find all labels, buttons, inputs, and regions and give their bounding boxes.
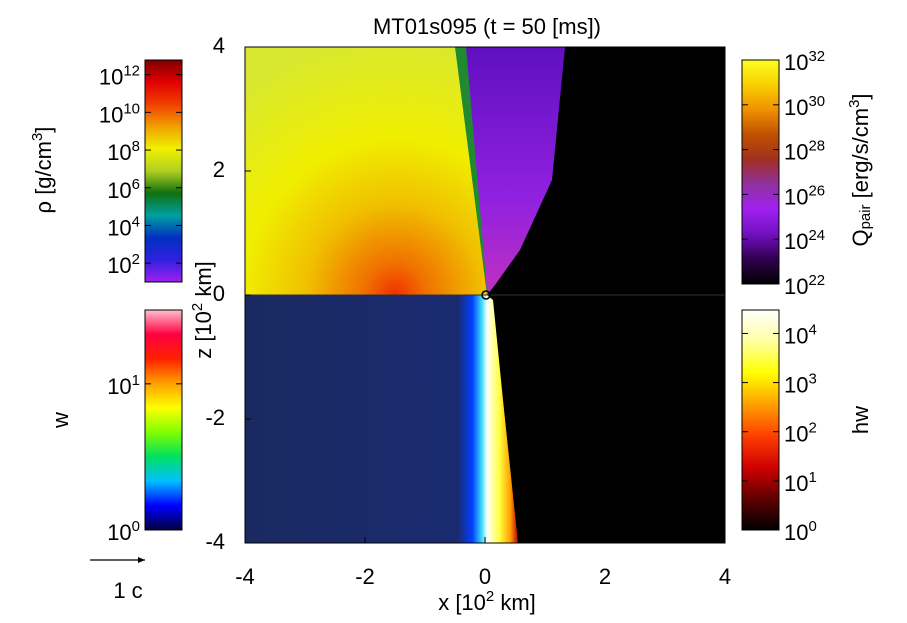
x-tick-label: 0 xyxy=(479,564,491,589)
lorentz-panel xyxy=(245,295,487,543)
heating-region xyxy=(487,47,565,295)
colorbar-tick-label: 104 xyxy=(107,214,140,241)
colorbar-tick-label: 1024 xyxy=(784,227,825,254)
y-tick-label: 2 xyxy=(213,157,225,182)
colorbar xyxy=(144,309,183,531)
y-tick-label: -4 xyxy=(205,529,225,554)
colorbar-tick-label: 1032 xyxy=(784,48,825,75)
colorbar-label: hw xyxy=(848,406,873,434)
y-tick-label: -2 xyxy=(205,405,225,430)
colorbar-label: w xyxy=(48,412,73,429)
colorbar xyxy=(144,59,183,283)
x-axis-label: x [102 km] xyxy=(438,588,536,615)
colorbar-label: Qpair [erg/s/cm3] xyxy=(846,93,874,246)
colorbar-tick-label: 1030 xyxy=(784,93,825,120)
heatmap xyxy=(244,46,726,544)
colorbar-tick-label: 101 xyxy=(107,372,140,399)
vector-arrow-head xyxy=(138,557,145,563)
colorbar-tick-label: 108 xyxy=(107,138,140,165)
x-tick-label: 4 xyxy=(719,564,731,589)
colorbar-tick-label: 1012 xyxy=(99,63,140,90)
colorbar-tick-label: 103 xyxy=(784,371,817,398)
colorbar-tick-label: 100 xyxy=(784,518,817,545)
colorbar xyxy=(741,59,780,285)
y-tick-label: 0 xyxy=(213,281,225,306)
jet xyxy=(487,295,518,543)
colorbar-tick-label: 102 xyxy=(107,251,140,278)
y-axis-label: z [102 km] xyxy=(189,261,216,359)
colorbar-tick-label: 1022 xyxy=(784,272,825,299)
y-tick-label: 4 xyxy=(213,33,225,58)
enthalpy-panel xyxy=(487,295,725,543)
colorbar-tick-label: 102 xyxy=(784,420,817,447)
colorbar xyxy=(741,309,780,531)
chart-title: MT01s095 (t = 50 [ms]) xyxy=(373,14,601,39)
colorbar-tick-label: 100 xyxy=(107,518,140,545)
density-panel xyxy=(245,47,487,295)
colorbar-tick-label: 1028 xyxy=(784,138,825,165)
colorbar-tick-label: 106 xyxy=(107,176,140,203)
colorbar-label: ρ [g/cm3] xyxy=(29,127,56,214)
colorbar-tick-label: 104 xyxy=(784,322,817,349)
vector-label: 1 c xyxy=(113,578,142,603)
x-tick-label: -2 xyxy=(355,564,375,589)
colorbar-tick-label: 101 xyxy=(784,469,817,496)
x-tick-label: -4 xyxy=(235,564,255,589)
colorbar-tick-label: 1010 xyxy=(99,101,140,128)
x-tick-label: 2 xyxy=(599,564,611,589)
colorbar-tick-label: 1026 xyxy=(784,183,825,210)
boundary xyxy=(455,47,487,295)
black-hole xyxy=(481,290,491,300)
